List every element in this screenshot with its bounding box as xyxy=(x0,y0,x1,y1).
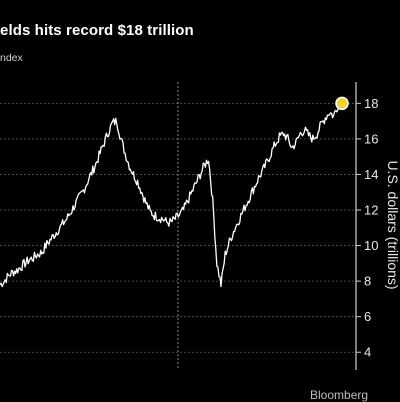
y-tick-label: 18 xyxy=(364,96,378,111)
y-axis-label: U.S. dollars (trillions) xyxy=(385,160,400,289)
chart-title: elds hits record $18 trillion xyxy=(0,22,194,39)
y-tick-label: 16 xyxy=(364,131,378,146)
y-tick-label: 6 xyxy=(364,309,371,324)
source-footer: Bloomberg xyxy=(310,388,369,402)
y-tick-label: 10 xyxy=(364,238,378,253)
y-tick-label: 14 xyxy=(364,167,378,182)
series-line xyxy=(0,103,343,288)
y-tick-label: 12 xyxy=(364,203,378,218)
record-marker xyxy=(335,96,349,111)
chart-subtitle: ndex xyxy=(0,52,23,64)
y-tick-label: 8 xyxy=(364,274,371,289)
y-tick-label: 4 xyxy=(364,345,371,360)
y-axis-ticks: 4 6 8 10 12 14 16 18 xyxy=(356,96,378,360)
